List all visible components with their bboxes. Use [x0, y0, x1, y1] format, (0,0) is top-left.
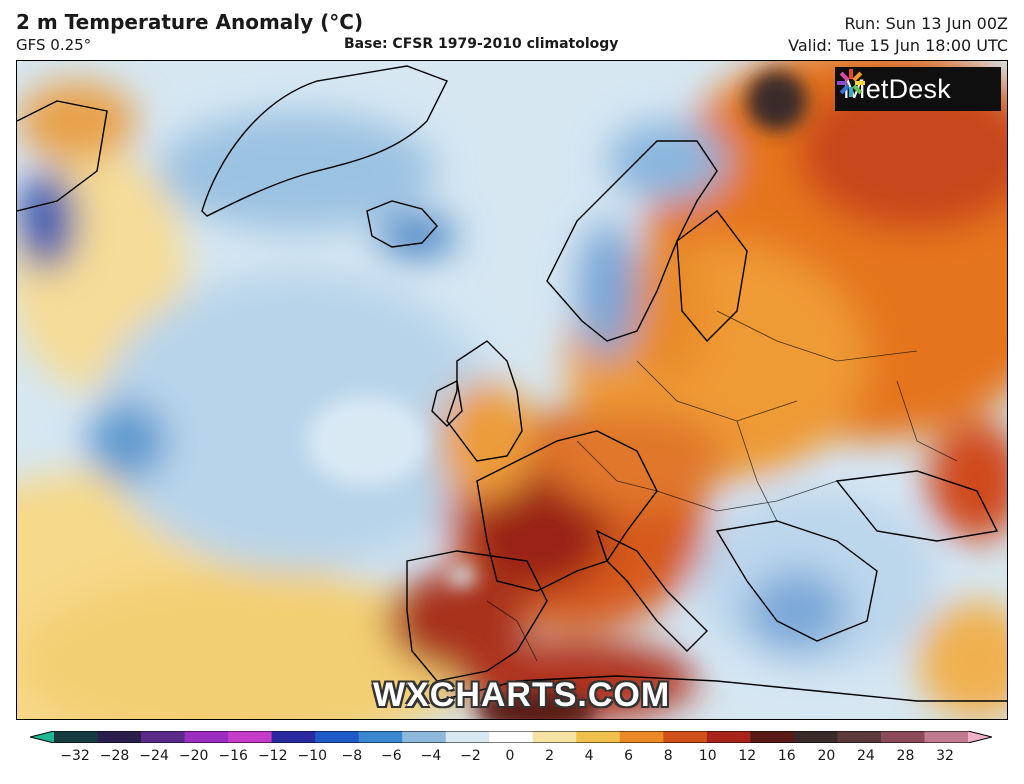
colorbar-segment — [358, 731, 403, 743]
colorbar-tick-label: 2 — [545, 748, 554, 764]
britain-coast — [446, 340, 523, 462]
metdesk-logo-icon — [837, 69, 865, 97]
colorbar-segment — [228, 731, 273, 743]
border-line — [656, 480, 838, 512]
colorbar — [30, 731, 992, 743]
colorbar-tick-label: 20 — [817, 748, 836, 764]
colorbar-tick-label: 0 — [505, 748, 515, 764]
anomaly-map: MetDesk WXCHARTS.COM — [16, 60, 1008, 720]
colorbar-tick-label: −28 — [99, 748, 130, 764]
colorbar-segment — [576, 731, 621, 743]
colorbar-ticks: −32 −28 −24 −20 −16 −12 −10 −8 −6 −4 −2 0 2 4 6 8 10 12 16… — [0, 748, 1024, 768]
border-line — [736, 420, 778, 522]
colorbar-arrow-right — [968, 731, 992, 743]
colorbar-arrow-left — [30, 731, 54, 743]
borders — [486, 310, 958, 662]
anomaly-detail — [307, 71, 807, 719]
map-canvas — [17, 61, 1007, 719]
colorbar-segment — [54, 731, 99, 743]
italy-coast — [595, 529, 708, 652]
metdesk-logo-text: MetDesk — [843, 73, 951, 104]
finland-coast — [676, 210, 748, 343]
colorbar-tick-label: 8 — [663, 748, 673, 764]
base-label: Base: CFSR 1979-2010 climatology — [344, 36, 619, 52]
colorbar-tick-label: −16 — [218, 748, 248, 764]
colorbar-segment — [837, 731, 882, 743]
colorbar-segments — [30, 731, 992, 743]
border-line — [486, 600, 538, 662]
map-title: 2 m Temperature Anomaly (°C) — [16, 10, 364, 34]
colorbar-tick-label: −20 — [178, 748, 209, 764]
france-coast — [476, 430, 658, 592]
border-line — [896, 380, 958, 462]
colorbar-segment — [489, 731, 534, 743]
colorbar-segment — [532, 731, 577, 743]
colorbar-segment — [793, 731, 838, 743]
colorbar-tick-label: 32 — [936, 748, 954, 764]
iberia-coast — [406, 550, 548, 682]
colorbar-tick-label: −32 — [60, 748, 90, 764]
colorbar-tick-label: −6 — [381, 748, 402, 764]
black-sea-coast — [835, 470, 999, 542]
model-label: GFS 0.25° — [16, 36, 92, 54]
colorbar-segment — [619, 731, 664, 743]
border-line — [636, 360, 798, 422]
colorbar-segment — [402, 731, 447, 743]
colorbar-tick-label: 28 — [896, 748, 915, 764]
ireland-coast — [431, 379, 463, 427]
wxcharts-watermark: WXCHARTS.COM — [373, 676, 671, 714]
north-africa-coast — [436, 675, 1007, 702]
colorbar-tick-label: −4 — [420, 748, 442, 764]
run-label: Run: Sun 13 Jun 00Z — [844, 14, 1008, 33]
border-line — [716, 310, 918, 362]
colorbar-tick-label: −2 — [460, 748, 481, 764]
colorbar-segment — [663, 731, 708, 743]
colorbar-segment — [880, 731, 925, 743]
colorbar-tick-label: −24 — [139, 748, 169, 764]
anomaly-field — [17, 61, 1007, 719]
colorbar-tick-label: −12 — [257, 748, 288, 764]
colorbar-tick-label: 12 — [738, 748, 757, 764]
valid-label: Valid: Tue 15 Jun 18:00 UTC — [788, 36, 1008, 55]
greenland-coast — [201, 65, 448, 217]
colorbar-tick-label: 24 — [856, 748, 875, 764]
colorbar-tick-label: 4 — [584, 748, 594, 764]
colorbar-tick-label: −8 — [341, 748, 363, 764]
colorbar-segment — [271, 731, 316, 743]
coastlines — [17, 65, 1007, 702]
colorbar-tick-label: −10 — [297, 748, 328, 764]
balkans-coast — [715, 520, 878, 642]
colorbar-tick-label: 16 — [777, 748, 796, 764]
iceland-coast — [366, 200, 438, 248]
colorbar-segment — [750, 731, 795, 743]
border-line — [576, 440, 658, 492]
colorbar-segment — [315, 731, 360, 743]
colorbar-segment — [706, 731, 751, 743]
colorbar-segment — [445, 731, 490, 743]
colorbar-tick-label: 10 — [698, 748, 717, 764]
colorbar-segment — [97, 731, 142, 743]
scandinavia-coast — [546, 140, 718, 342]
colorbar-tick-label: 6 — [624, 748, 634, 764]
colorbar-segment — [184, 731, 229, 743]
colorbar-segment — [924, 731, 969, 743]
colorbar-segment — [141, 731, 186, 743]
metdesk-logo: MetDesk — [835, 67, 1001, 111]
canada-coast — [17, 100, 108, 212]
